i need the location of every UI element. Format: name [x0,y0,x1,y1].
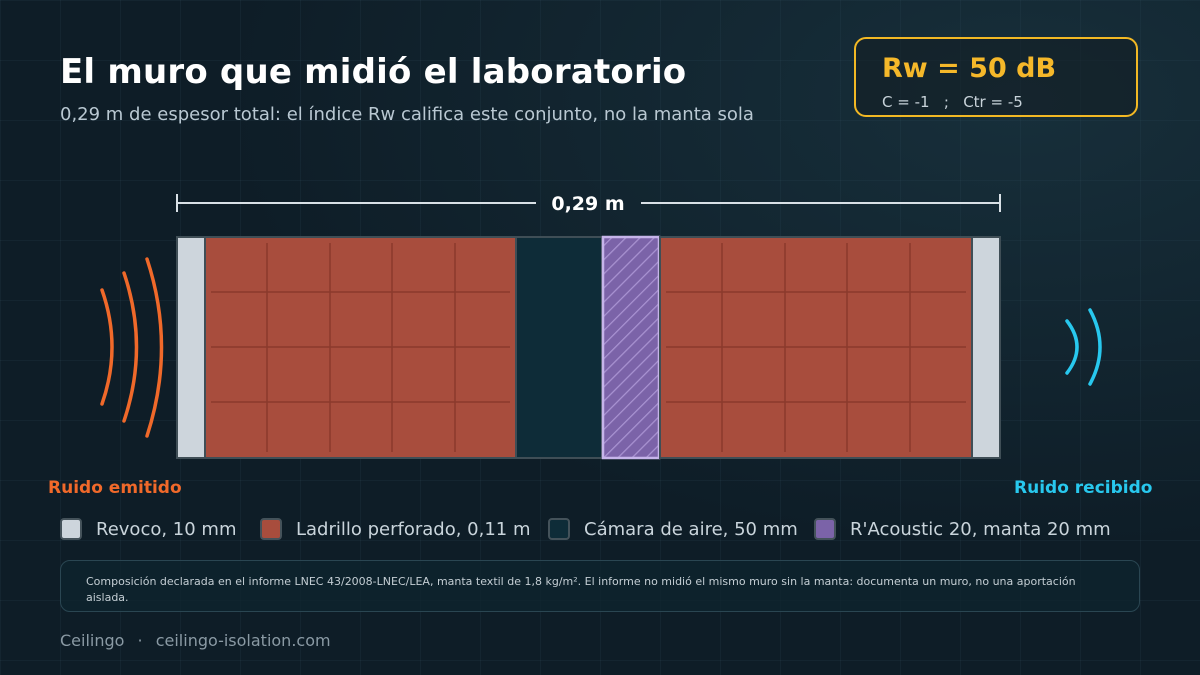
brick-swatch [260,518,282,540]
footer-brand: Ceilingo [60,631,125,650]
brick-layer-right [659,236,973,459]
air-cavity-swatch [548,518,570,540]
page-title: El muro que midió el laboratorio [60,52,687,92]
total-thickness-label: 0,29 m [551,193,625,215]
legend-item-render: Revoco, 10 mm [60,515,236,543]
render-layer-left [176,236,206,459]
legend-item-air-cavity: Cámara de aire, 50 mm [548,515,798,543]
render-swatch [60,518,82,540]
received-noise-label: Ruido recibido [1014,478,1153,498]
rw-rating-badge: Rw = 50 dB C = -1 ; Ctr = -5 [854,37,1138,117]
air-cavity-layer [515,236,603,459]
legend-label: Cámara de aire, 50 mm [584,518,798,540]
dimension-line [176,194,1001,212]
rw-value: Rw = 50 dB [882,53,1057,84]
legend-item-blanket: R'Acoustic 20, manta 20 mm [814,515,1111,543]
legend-label: Ladrillo perforado, 0,11 m [296,518,531,540]
legend-label: R'Acoustic 20, manta 20 mm [850,518,1111,540]
render-layer-right [971,236,1001,459]
source-note: Composición declarada en el informe LNEC… [60,560,1140,612]
rw-corrections: C = -1 ; Ctr = -5 [882,93,1023,111]
legend-label: Revoco, 10 mm [96,518,237,540]
emitted-sound-waves [100,257,164,438]
brick-layer-left [204,236,517,459]
footer-separator: · [137,631,143,650]
footer: Ceilingo · ceilingo-isolation.com [60,631,331,650]
blanket-swatch [814,518,836,540]
emitted-noise-label: Ruido emitido [48,478,182,498]
page-subtitle: 0,29 m de espesor total: el índice Rw ca… [60,104,754,125]
acoustic-blanket-layer [601,235,661,460]
received-sound-waves [1065,308,1102,386]
footer-url-link[interactable]: ceilingo-isolation.com [155,631,331,650]
legend-item-brick: Ladrillo perforado, 0,11 m [260,515,531,543]
source-note-text: Composición declarada en el informe LNEC… [86,575,1076,604]
